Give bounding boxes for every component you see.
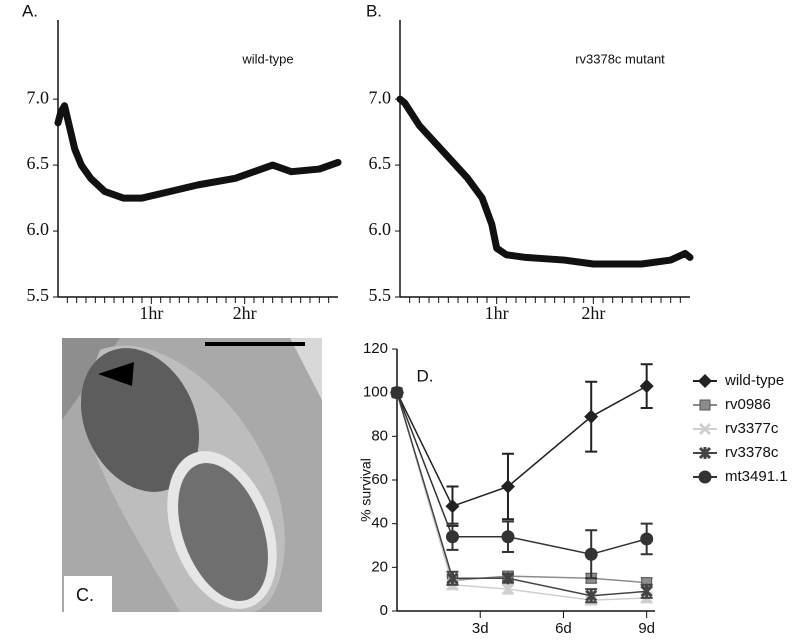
y-tick-label: 0 bbox=[380, 602, 388, 619]
marker bbox=[584, 547, 598, 561]
marker bbox=[698, 374, 712, 388]
marker bbox=[639, 379, 654, 394]
x-tick-label: 6d bbox=[555, 620, 572, 637]
series-line bbox=[396, 392, 647, 584]
y-tick-label: 60 bbox=[371, 471, 388, 488]
data-line bbox=[396, 95, 694, 268]
series-line bbox=[396, 392, 647, 597]
marker bbox=[501, 583, 515, 596]
legend-label: mt3491.1 bbox=[725, 468, 788, 485]
x-tick-label: 3d bbox=[472, 620, 489, 637]
y-tick-label: 40 bbox=[371, 515, 388, 532]
y-tick-label: 6.0 bbox=[369, 219, 392, 239]
marker bbox=[699, 399, 711, 411]
y-tick-label: 120 bbox=[363, 340, 388, 357]
x-tick-label: 2hr bbox=[581, 303, 605, 323]
y-tick-label: 80 bbox=[371, 427, 388, 444]
micrograph: C. bbox=[62, 338, 322, 612]
annotation: wild-type bbox=[241, 51, 293, 66]
marker bbox=[585, 589, 598, 602]
marker bbox=[500, 479, 515, 494]
tissue bbox=[290, 338, 322, 400]
chart-panel: 0 20 40 60 80 100 120 3d 6d 9d D. % survival wild-ty… bbox=[358, 340, 788, 637]
marker bbox=[698, 422, 712, 436]
x-tick-label: 2hr bbox=[233, 303, 257, 323]
y-tick-label: 6.5 bbox=[27, 153, 50, 173]
data-line bbox=[54, 102, 342, 202]
y-tick-label: 7.0 bbox=[27, 87, 50, 107]
panel-label: B. bbox=[366, 1, 382, 20]
marker bbox=[446, 572, 459, 585]
marker bbox=[640, 585, 653, 598]
panel-label: A. bbox=[22, 1, 38, 20]
y-tick-label: 5.5 bbox=[27, 285, 50, 305]
y-tick-label: 6.5 bbox=[369, 153, 392, 173]
panel-label: D. bbox=[417, 366, 434, 385]
marker bbox=[501, 530, 515, 544]
x-tick-label: 9d bbox=[638, 620, 655, 637]
arrowhead bbox=[98, 362, 134, 386]
y-tick-label: 20 bbox=[371, 558, 388, 575]
y-axis-label: % survival bbox=[358, 458, 374, 522]
y-tick-label: 7.0 bbox=[369, 87, 392, 107]
y-tick-label: 5.5 bbox=[369, 285, 392, 305]
panel-label: C. bbox=[76, 585, 94, 605]
legend-label: rv3377c bbox=[725, 420, 779, 437]
marker bbox=[698, 470, 712, 484]
marker bbox=[640, 532, 654, 546]
y-tick-label: 6.0 bbox=[27, 219, 50, 239]
label-box bbox=[64, 576, 112, 612]
series-line bbox=[396, 392, 647, 601]
x-tick-label: 1hr bbox=[485, 303, 509, 323]
legend-label: rv3378c bbox=[725, 444, 779, 461]
y-tick-label: 100 bbox=[363, 384, 388, 401]
x-tick-label: 1hr bbox=[139, 303, 163, 323]
marker bbox=[445, 499, 460, 514]
marker bbox=[584, 409, 599, 424]
marker bbox=[445, 530, 459, 544]
bacterium bbox=[178, 462, 268, 602]
chart-panel: 5.5 6.0 6.5 7.0 1hr 2hr B. rv3378c mutant bbox=[366, 1, 694, 323]
series-line bbox=[396, 392, 647, 556]
chart-panel: 5.5 6.0 6.5 7.0 1hr 2hr A. wild-type bbox=[22, 1, 342, 323]
marker bbox=[698, 446, 712, 460]
vacuole bbox=[80, 348, 200, 492]
legend-label: rv0986 bbox=[725, 396, 771, 413]
legend-label: wild-type bbox=[724, 372, 784, 389]
marker bbox=[501, 572, 515, 585]
annotation: rv3378c mutant bbox=[575, 51, 665, 66]
marker bbox=[390, 386, 404, 400]
